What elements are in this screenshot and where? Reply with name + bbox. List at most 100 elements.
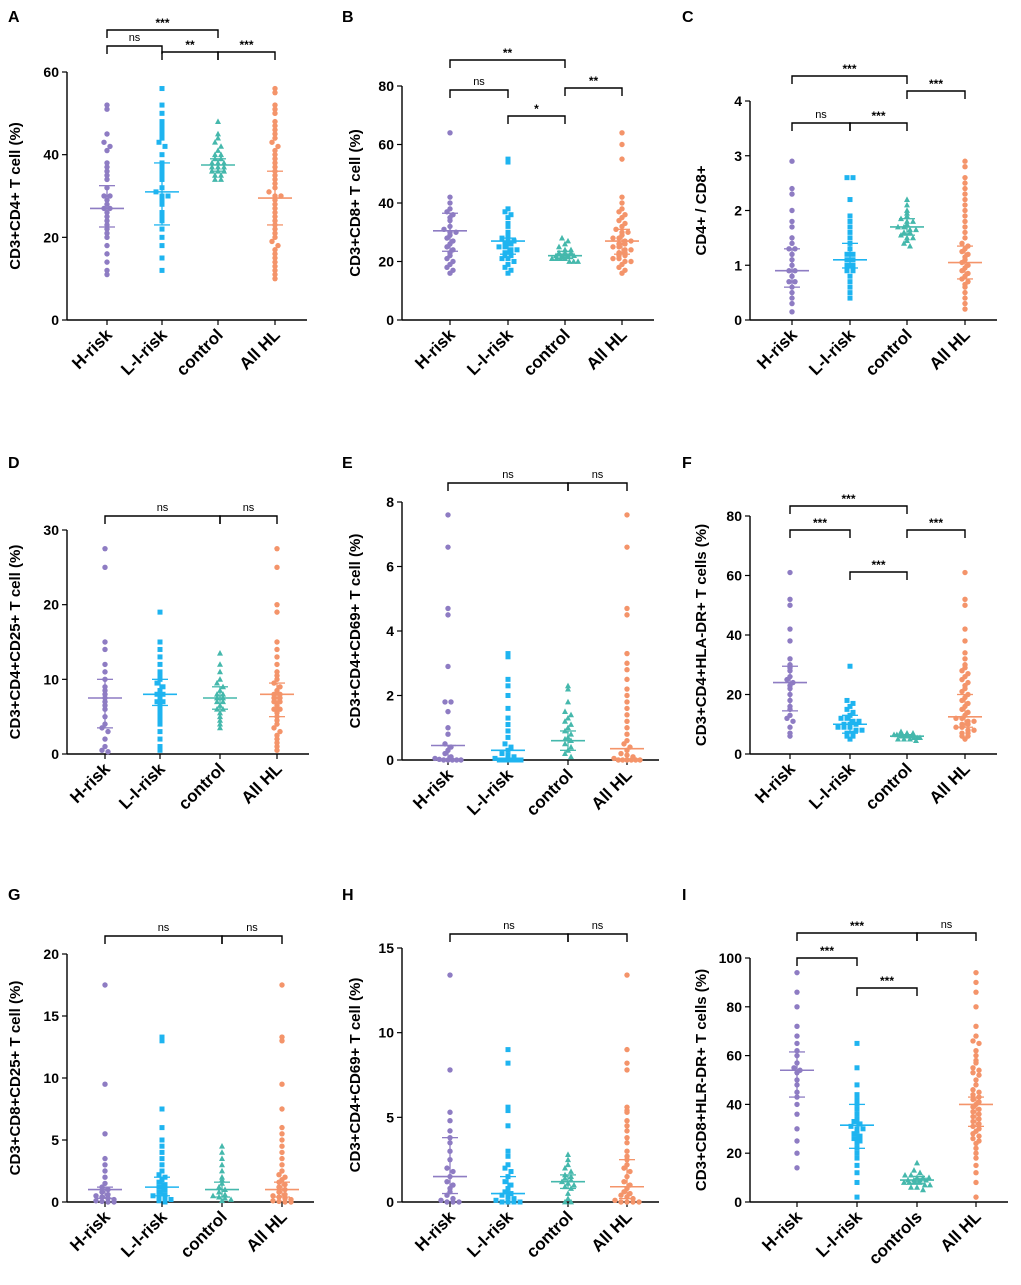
data-point [271,699,277,705]
data-point [854,1155,860,1161]
data-point [159,1125,165,1131]
significance-label: ns [129,32,141,44]
significance-bracket: ns [106,32,163,54]
data-point [962,569,968,576]
data-point [962,638,968,644]
data-point [791,1065,797,1071]
data-point [568,1173,574,1179]
x-tick-label: controls [865,1207,926,1268]
data-point [215,147,221,153]
y-tick-label: 15 [43,1008,59,1024]
data-point [854,1065,860,1071]
data-point [568,711,574,718]
significance-bracket: *** [856,974,918,996]
y-tick-label: 0 [734,312,742,328]
data-point [904,237,910,244]
y-tick-label: 4 [734,93,742,109]
data-point [219,1176,225,1183]
data-point [272,89,278,96]
significance-label: ** [503,46,513,60]
bracket-line [789,529,851,538]
data-point [276,1198,282,1205]
data-point [794,989,800,995]
data-point [565,1151,571,1157]
bracket-line [106,29,219,38]
data-point [628,247,634,253]
data-point [104,251,110,257]
data-point [505,232,511,238]
data-point [847,229,853,235]
data-point [442,699,448,705]
data-point [215,134,221,141]
data-point [794,969,800,976]
data-point [159,123,165,129]
significance-label: * [534,102,539,116]
data-point [959,240,965,247]
data-point [104,176,110,183]
y-tick-label: 40 [43,147,59,163]
significance-label: ns [592,920,604,932]
data-point [973,989,979,995]
significance-bracket: ** [449,46,566,68]
panel-letter: G [8,887,20,904]
x-tick-label: H-risk [411,1207,459,1255]
data-point [104,267,110,274]
data-point [272,164,278,170]
data-point [568,1168,574,1174]
data-point [219,1143,225,1149]
data-point [847,663,853,669]
series-h-risk [780,969,814,1171]
data-point [505,651,511,657]
panel-h: H CD3+CD4+CD69+ T cell (%) 0 5 10 15 H-risk L-I… [342,887,659,1262]
series-l-i-risk [143,609,177,753]
data-point [616,264,622,271]
data-point [218,172,224,178]
data-point [269,139,275,145]
y-axis-label: CD3+CD4+ T cell (%) [7,122,24,270]
bracket-line [796,932,918,941]
data-point [624,972,630,978]
data-point [976,1121,982,1127]
y-tick-label: 10 [378,1025,394,1041]
bracket-line [217,51,276,60]
x-tick-label: H-risk [66,759,114,807]
data-point [447,130,453,136]
data-point [450,1168,456,1175]
data-point [860,1126,866,1132]
bracket-line [104,515,221,524]
y-tick-label: 2 [734,203,742,219]
x-tick-label: H-risk [753,325,801,373]
data-point [624,605,630,612]
data-point [847,273,853,279]
data-point [962,158,968,164]
significance-bracket: ** [161,38,219,60]
data-point [274,747,280,753]
series-all-hl [260,545,294,753]
data-point [157,706,163,712]
data-point [220,691,226,697]
significance-label: *** [155,16,169,30]
data-point [104,160,110,166]
data-point [959,688,965,695]
data-point [444,1178,450,1185]
data-point [102,661,108,668]
data-point [562,750,568,756]
data-point [154,680,160,686]
panel-letter: I [682,887,686,904]
data-point [901,735,907,742]
data-point [624,1109,630,1115]
data-point [970,1135,976,1142]
data-point [920,1174,926,1180]
data-point [215,130,221,137]
y-tick-label: 20 [726,1145,742,1161]
data-point [159,127,165,133]
data-point [784,676,790,683]
data-point [157,669,163,675]
data-point [904,196,910,202]
data-point [272,102,278,108]
data-point [571,1181,577,1188]
y-tick-label: 20 [43,229,59,245]
data-point [562,1175,568,1181]
data-point [616,217,622,224]
data-point [445,731,451,737]
